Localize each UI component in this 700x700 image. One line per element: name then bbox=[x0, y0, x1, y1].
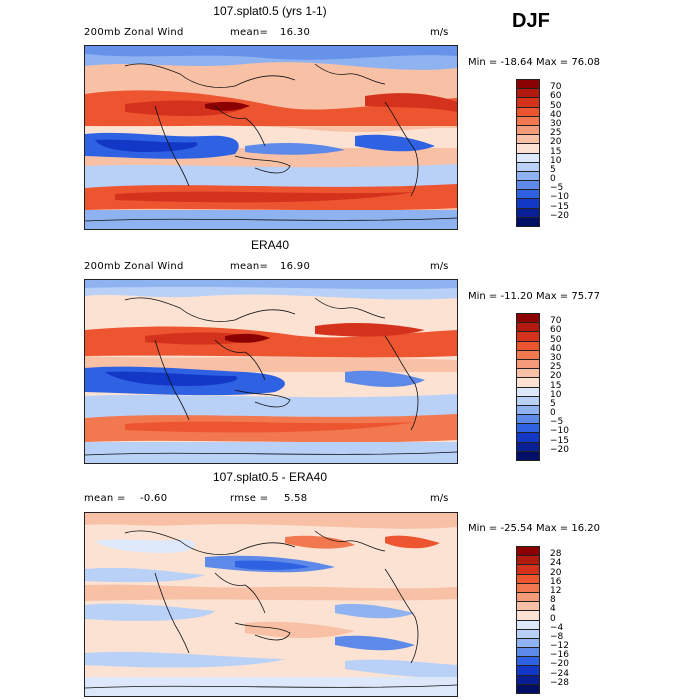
panel-3-minmax: Min = -25.54 Max = 16.20 bbox=[468, 523, 600, 534]
season-label: DJF bbox=[512, 10, 550, 32]
colorbar-label: 10 bbox=[550, 155, 562, 166]
panel-3-contour-map bbox=[85, 513, 457, 696]
panel-3-max-value: 16.20 bbox=[571, 523, 600, 534]
panel-2-field-label: 200mb Zonal Wind bbox=[84, 261, 184, 272]
colorbar-label: 4 bbox=[550, 604, 556, 615]
colorbar-label: −5 bbox=[550, 417, 564, 428]
colorbar-label: 24 bbox=[550, 558, 562, 569]
panel-2-mean-label: mean= bbox=[230, 261, 269, 272]
colorbar-label: 8 bbox=[550, 595, 556, 606]
colorbar-label: −20 bbox=[550, 210, 569, 221]
colorbar-label: 5 bbox=[550, 398, 556, 409]
panel-1-title: 107.splat0.5 (yrs 1-1) bbox=[213, 4, 327, 18]
colorbar-label: 0 bbox=[550, 174, 556, 185]
colorbar-label: 25 bbox=[550, 362, 562, 373]
panel-2-max-value: 75.77 bbox=[571, 291, 600, 302]
panel-1-max-label: Max = bbox=[535, 57, 569, 68]
colorbar-label: −15 bbox=[550, 435, 569, 446]
colorbar-label: −28 bbox=[550, 677, 569, 688]
panel-2-min-value: -11.20 bbox=[500, 291, 533, 302]
colorbar-label: −15 bbox=[550, 201, 569, 212]
panel-1-units: m/s bbox=[430, 27, 449, 38]
panel-1-contour-map bbox=[85, 46, 457, 229]
colorbar-label: −10 bbox=[550, 426, 569, 437]
colorbar-label: 30 bbox=[550, 118, 562, 129]
panel-2-min-label: Min = bbox=[468, 291, 498, 302]
panel-3-map bbox=[84, 512, 458, 697]
colorbar-label: 60 bbox=[550, 91, 562, 102]
panel-2-minmax: Min = -11.20 Max = 75.77 bbox=[468, 291, 600, 302]
colorbar-label: 15 bbox=[550, 380, 562, 391]
panel-2-colorbar bbox=[516, 313, 540, 461]
colorbar-label: 25 bbox=[550, 128, 562, 139]
colorbar-label: 20 bbox=[550, 371, 562, 382]
colorbar-label: −10 bbox=[550, 192, 569, 203]
panel-2-title: ERA40 bbox=[250, 238, 290, 252]
colorbar-label: 20 bbox=[550, 137, 562, 148]
panel-1-map bbox=[84, 45, 458, 230]
panel-3-title: 107.splat0.5 - ERA40 bbox=[212, 470, 328, 484]
colorbar-label: 40 bbox=[550, 109, 562, 120]
colorbar-label: 50 bbox=[550, 100, 562, 111]
colorbar-cell bbox=[516, 216, 540, 227]
colorbar-label: 5 bbox=[550, 164, 556, 175]
colorbar-label: 60 bbox=[550, 325, 562, 336]
colorbar-label: 15 bbox=[550, 146, 562, 157]
panel-2-contour-map bbox=[85, 280, 457, 463]
panel-1-min-value: -18.64 bbox=[500, 57, 533, 68]
colorbar-label: −8 bbox=[550, 631, 564, 642]
colorbar-label: 0 bbox=[550, 613, 556, 624]
panel-1-max-value: 76.08 bbox=[571, 57, 600, 68]
panel-2-max-label: Max = bbox=[535, 291, 569, 302]
panel-1-minmax: Min = -18.64 Max = 76.08 bbox=[468, 57, 600, 68]
colorbar-label: 20 bbox=[550, 567, 562, 578]
colorbar-label: −24 bbox=[550, 668, 569, 679]
colorbar-label: 10 bbox=[550, 389, 562, 400]
colorbar-label: 40 bbox=[550, 343, 562, 354]
panel-3-min-value: -25.54 bbox=[500, 523, 533, 534]
panel-2-units: m/s bbox=[430, 261, 449, 272]
panel-1-field-label: 200mb Zonal Wind bbox=[84, 27, 184, 38]
panel-1-mean-value: 16.30 bbox=[280, 27, 311, 38]
panel-1-mean-label: mean= bbox=[230, 27, 269, 38]
panel-3-units: m/s bbox=[430, 493, 449, 504]
colorbar-label: 16 bbox=[550, 576, 562, 587]
panel-3-mean-value: -0.60 bbox=[140, 493, 168, 504]
colorbar-label: 50 bbox=[550, 334, 562, 345]
colorbar-label: −20 bbox=[550, 444, 569, 455]
colorbar-cell bbox=[516, 450, 540, 461]
panel-3-rmse-label: rmse = bbox=[230, 493, 269, 504]
panel-3-max-label: Max = bbox=[535, 523, 569, 534]
colorbar-label: 30 bbox=[550, 352, 562, 363]
colorbar-label: −5 bbox=[550, 183, 564, 194]
panel-2-map bbox=[84, 279, 458, 464]
panel-2-mean-value: 16.90 bbox=[280, 261, 311, 272]
panel-3-colorbar bbox=[516, 546, 540, 694]
colorbar-cell bbox=[516, 683, 540, 694]
panel-3-mean-label: mean = bbox=[84, 493, 126, 504]
colorbar-label: −4 bbox=[550, 622, 564, 633]
colorbar-label: −12 bbox=[550, 641, 569, 652]
colorbar-label: 70 bbox=[550, 316, 562, 327]
panel-3-min-label: Min = bbox=[468, 523, 498, 534]
colorbar-label: 28 bbox=[550, 549, 562, 560]
panel-3-rmse-value: 5.58 bbox=[284, 493, 308, 504]
colorbar-label: 12 bbox=[550, 585, 562, 596]
colorbar-label: −20 bbox=[550, 659, 569, 670]
colorbar-label: 70 bbox=[550, 82, 562, 93]
colorbar-label: −16 bbox=[550, 650, 569, 661]
colorbar-label: 0 bbox=[550, 408, 556, 419]
panel-1-colorbar bbox=[516, 79, 540, 227]
panel-1-min-label: Min = bbox=[468, 57, 498, 68]
